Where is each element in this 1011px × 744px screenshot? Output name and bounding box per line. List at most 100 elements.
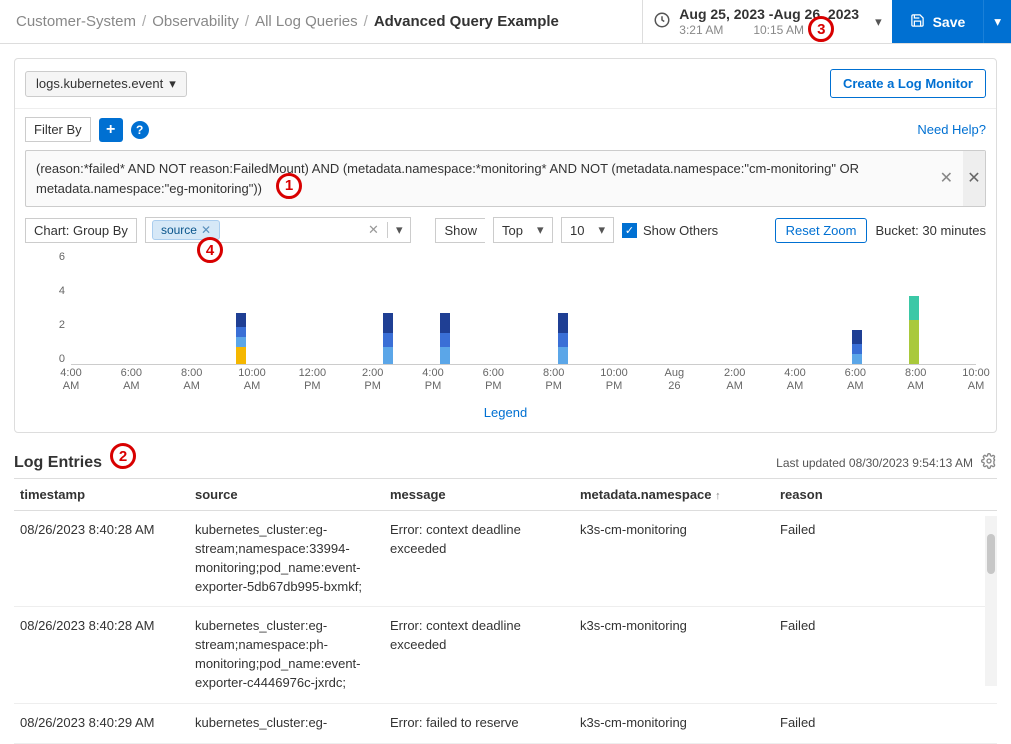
log-entries-title: Log Entries [14, 454, 102, 472]
chevron-down-icon: ▾ [994, 14, 1001, 29]
bar-segment [440, 313, 450, 333]
count-selector[interactable]: 10 ▾ [561, 217, 614, 243]
annotation-2: 2 [110, 443, 136, 469]
date-range-text: Aug 25, 2023 -Aug 26, 2023 [679, 6, 859, 23]
clear-query-button[interactable]: ✕ [940, 167, 953, 191]
annotation-4: 4 [197, 237, 223, 263]
bar-group[interactable] [909, 296, 919, 364]
top-label: Top [502, 223, 523, 238]
legend-link[interactable]: Legend [484, 405, 527, 420]
legend-toggle[interactable]: Legend [35, 393, 976, 432]
col-reason[interactable]: reason [774, 479, 997, 511]
time-range-picker[interactable]: Aug 25, 2023 -Aug 26, 2023 3:21 AM 10:15… [642, 0, 891, 43]
query-input[interactable]: (reason:*failed* AND NOT reason:FailedMo… [25, 150, 986, 207]
x-tick: 8:00AM [905, 367, 926, 393]
bar-segment [852, 354, 862, 364]
cell-timestamp: 08/26/2023 8:40:28 AM [14, 607, 189, 703]
tag-label: source [161, 223, 197, 237]
chart[interactable]: 0246 4:00AM6:00AM8:00AM10:00AM12:00PM2:0… [35, 263, 976, 393]
x-tick: 10:00PM [600, 367, 628, 393]
breadcrumb-item[interactable]: Observability [152, 13, 239, 30]
y-tick: 0 [59, 353, 65, 365]
table-header-row: timestamp source message metadata.namesp… [14, 479, 997, 511]
x-tick: 4:00PM [422, 367, 443, 393]
resize-handle[interactable]: ✕ [963, 151, 985, 206]
need-help-link[interactable]: Need Help? [917, 122, 986, 137]
x-tick: 6:00AM [845, 367, 866, 393]
clear-tags-button[interactable]: ✕ [360, 222, 388, 238]
show-label: Show [435, 218, 485, 243]
bar-segment [383, 347, 393, 364]
create-log-monitor-button[interactable]: Create a Log Monitor [830, 69, 986, 98]
breadcrumb-item[interactable]: All Log Queries [255, 13, 358, 30]
filter-row: Filter By + ? Need Help? [15, 109, 996, 150]
log-entries-header: Log Entries 2 Last updated 08/30/2023 9:… [14, 447, 997, 478]
x-tick: 12:00PM [299, 367, 327, 393]
x-tick: 6:00AM [121, 367, 142, 393]
top-selector[interactable]: Top ▾ [493, 217, 553, 243]
chevron-down-icon: ▾ [537, 222, 544, 238]
x-tick: Aug26 [665, 367, 685, 393]
annotation-3: 3 [808, 16, 834, 42]
show-others-label: Show Others [643, 223, 718, 238]
bar-segment [383, 333, 393, 347]
table-row[interactable]: 08/26/2023 8:40:28 AMkubernetes_cluster:… [14, 511, 997, 607]
sort-asc-icon: ↑ [715, 490, 721, 502]
save-dropdown-button[interactable]: ▾ [983, 0, 1011, 43]
header-bar: Customer-System / Observability / All Lo… [0, 0, 1011, 44]
bar-segment [236, 347, 246, 364]
close-icon[interactable]: ✕ [201, 223, 211, 237]
bar-group[interactable] [236, 313, 246, 364]
cell-message: Error: failed to reserve [384, 703, 574, 743]
breadcrumb: Customer-System / Observability / All Lo… [0, 13, 642, 30]
save-icon [910, 13, 925, 31]
bar-segment [852, 330, 862, 344]
chevron-down-icon[interactable]: ▾ [388, 222, 411, 238]
bar-group[interactable] [558, 313, 568, 364]
y-axis: 0246 [45, 263, 65, 365]
bar-group[interactable] [852, 330, 862, 364]
end-time: 10:15 AM [753, 23, 804, 37]
log-entries-section: Log Entries 2 Last updated 08/30/2023 9:… [0, 447, 1011, 744]
add-filter-button[interactable]: + [99, 118, 123, 142]
cell-namespace: k3s-cm-monitoring [574, 607, 774, 703]
breadcrumb-current: Advanced Query Example [374, 13, 559, 30]
col-timestamp[interactable]: timestamp [14, 479, 189, 511]
bar-segment [236, 313, 246, 327]
col-source[interactable]: source [189, 479, 384, 511]
bar-segment [909, 296, 919, 320]
save-label: Save [933, 14, 966, 30]
col-namespace[interactable]: metadata.namespace ↑ [574, 479, 774, 511]
cell-timestamp: 08/26/2023 8:40:29 AM [14, 703, 189, 743]
chart-controls: Chart: Group By source ✕ ✕ ▾ Show Top ▾ … [15, 207, 996, 253]
clock-icon [653, 11, 671, 32]
cell-message: Error: context deadline exceeded [384, 511, 574, 607]
table-row[interactable]: 08/26/2023 8:40:29 AMkubernetes_cluster:… [14, 703, 997, 743]
breadcrumb-sep: / [142, 13, 146, 30]
annotation-1: 1 [276, 173, 302, 199]
last-updated-text: Last updated 08/30/2023 9:54:13 AM [776, 456, 973, 470]
bar-segment [558, 347, 568, 364]
table-row[interactable]: 08/26/2023 8:40:28 AMkubernetes_cluster:… [14, 607, 997, 703]
show-others-checkbox[interactable]: ✓ Show Others [622, 223, 718, 238]
reset-zoom-button[interactable]: Reset Zoom [775, 218, 868, 243]
bar-group[interactable] [383, 313, 393, 364]
cell-namespace: k3s-cm-monitoring [574, 511, 774, 607]
count-label: 10 [570, 223, 584, 238]
scrollbar-thumb[interactable] [987, 534, 995, 574]
help-icon[interactable]: ? [131, 121, 149, 139]
breadcrumb-item[interactable]: Customer-System [16, 13, 136, 30]
scrollbar[interactable] [985, 516, 997, 686]
log-table: timestamp source message metadata.namesp… [14, 478, 997, 744]
bar-group[interactable] [440, 313, 450, 364]
chevron-down-icon: ▾ [875, 14, 882, 30]
save-button[interactable]: Save [892, 0, 984, 43]
cell-namespace: k3s-cm-monitoring [574, 703, 774, 743]
log-source-selector[interactable]: logs.kubernetes.event ▾ [25, 71, 187, 97]
x-axis: 4:00AM6:00AM8:00AM10:00AM12:00PM2:00PM4:… [71, 365, 976, 393]
chevron-down-icon: ▾ [169, 76, 176, 92]
gear-icon[interactable] [981, 453, 997, 472]
y-tick: 4 [59, 285, 65, 297]
cell-source: kubernetes_cluster:eg-stream;namespace:3… [189, 511, 384, 607]
col-message[interactable]: message [384, 479, 574, 511]
